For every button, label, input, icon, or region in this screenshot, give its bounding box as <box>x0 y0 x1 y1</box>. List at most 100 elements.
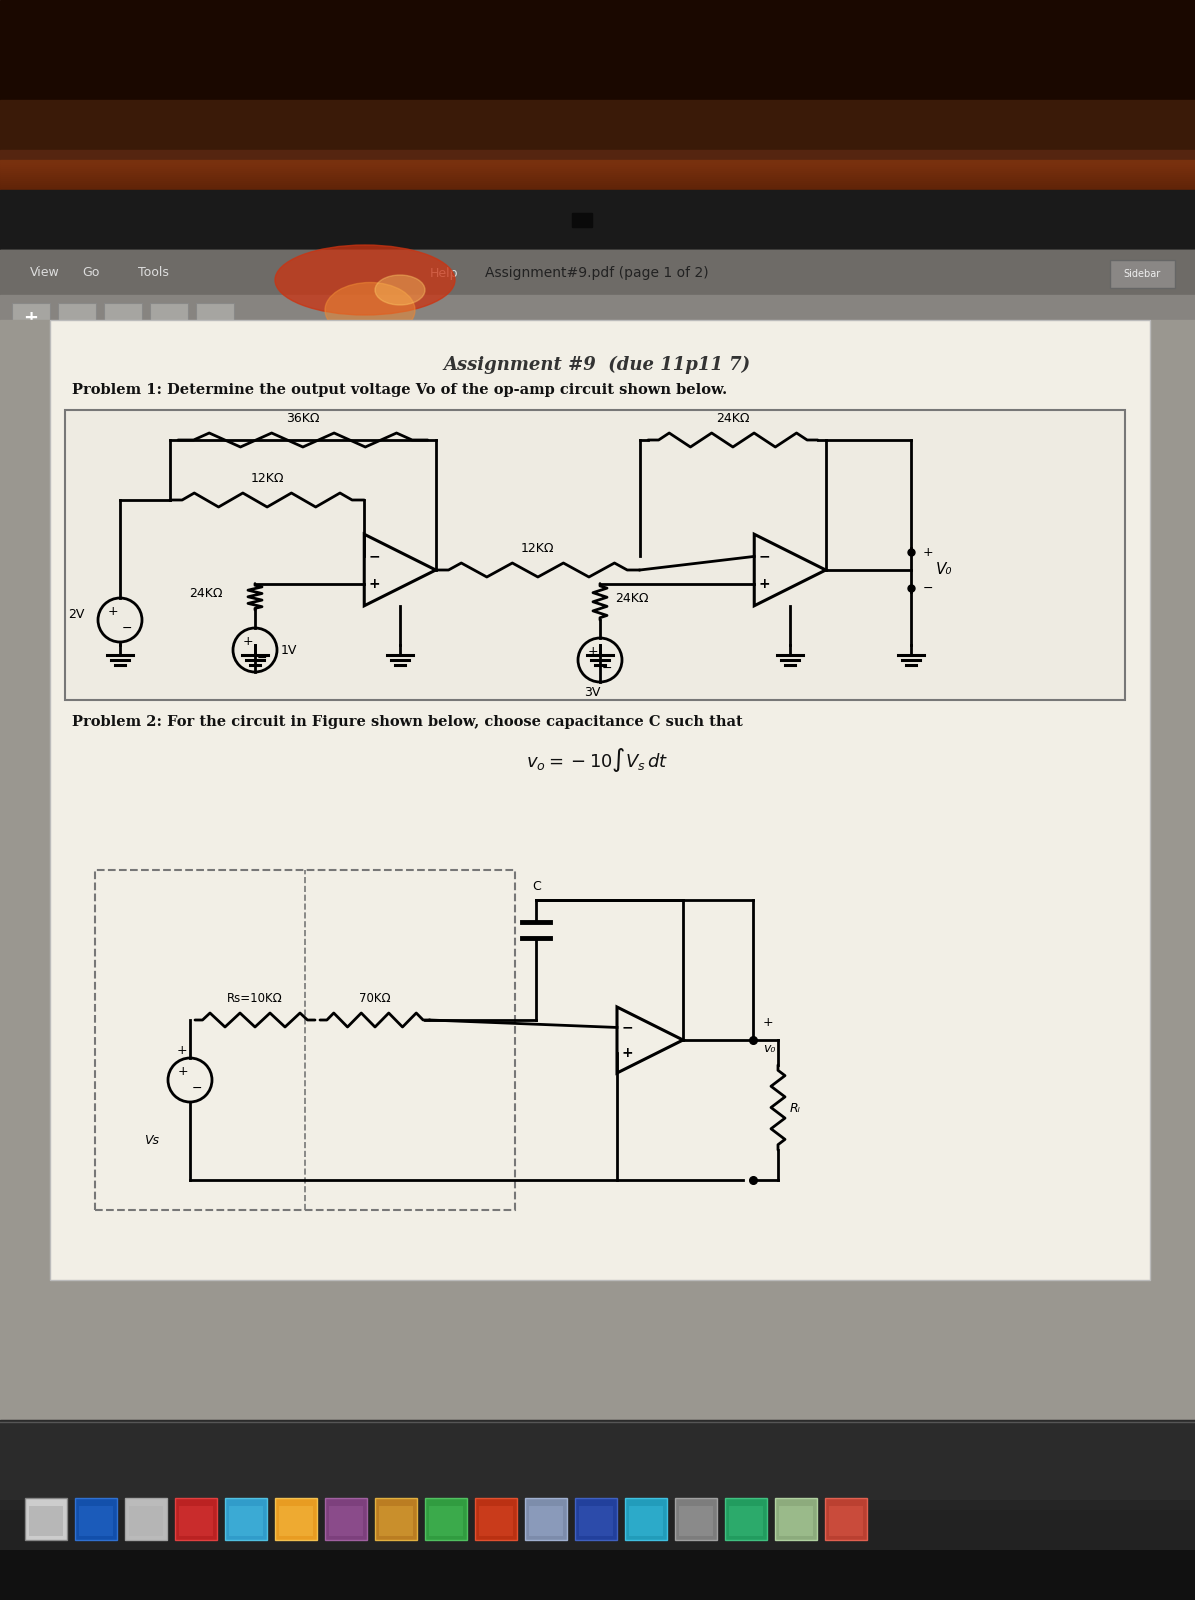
Bar <box>0 162 1195 165</box>
Bar <box>0 1280 1195 1421</box>
Text: Add: Add <box>23 339 39 347</box>
Bar <box>65 410 1124 701</box>
Bar <box>278 1506 313 1536</box>
Bar <box>225 1498 266 1539</box>
Text: Go: Go <box>82 267 99 280</box>
Bar <box>575 1498 617 1539</box>
Bar <box>0 171 1195 174</box>
Text: Problem 2: For the circuit in Figure shown below, choose capacitance C such that: Problem 2: For the circuit in Figure sho… <box>72 715 743 730</box>
Text: Assignment#9.pdf (page 1 of 2): Assignment#9.pdf (page 1 of 2) <box>485 266 709 280</box>
Bar <box>125 1498 167 1539</box>
Bar <box>429 1506 462 1536</box>
Text: +: + <box>108 605 118 618</box>
Text: Problem 1: Determine the output voltage Vo of the op-amp circuit shown below.: Problem 1: Determine the output voltage … <box>72 382 727 397</box>
Text: V₀: V₀ <box>936 563 952 578</box>
Bar <box>0 176 1195 178</box>
Bar <box>379 1506 413 1536</box>
Bar <box>0 195 1195 198</box>
Text: Help: Help <box>430 267 459 280</box>
Ellipse shape <box>325 283 415 338</box>
Bar <box>0 0 1195 110</box>
Bar <box>0 198 1195 200</box>
Text: View: View <box>30 267 60 280</box>
Text: Sidebar: Sidebar <box>1123 269 1160 278</box>
Bar <box>0 294 1195 341</box>
Bar <box>59 302 96 333</box>
Text: 24KΩ: 24KΩ <box>716 411 749 426</box>
Bar <box>425 1498 467 1539</box>
Text: 1V: 1V <box>281 643 298 656</box>
Text: −: − <box>923 581 933 595</box>
Bar <box>50 320 1150 1280</box>
Text: −: − <box>257 653 266 666</box>
Bar <box>625 1498 667 1539</box>
Text: −: − <box>601 662 612 675</box>
Text: $v_o = -10\int V_s\,dt$: $v_o = -10\int V_s\,dt$ <box>526 746 668 774</box>
Text: 12KΩ: 12KΩ <box>521 542 554 555</box>
Bar <box>79 1506 114 1536</box>
Text: +: + <box>621 1045 633 1059</box>
Bar <box>94 870 515 1210</box>
Bar <box>529 1506 563 1536</box>
Text: 36KΩ: 36KΩ <box>286 411 319 426</box>
Text: Rs=10KΩ: Rs=10KΩ <box>227 992 283 1005</box>
Text: Move: Move <box>65 339 90 347</box>
Bar <box>0 250 1195 1421</box>
Text: −: − <box>759 549 770 563</box>
Text: 24KΩ: 24KΩ <box>190 587 223 600</box>
Bar <box>0 186 1195 187</box>
Text: Rₗ: Rₗ <box>790 1101 801 1115</box>
Text: +: + <box>368 576 380 590</box>
Bar <box>29 1506 63 1536</box>
Text: Vs: Vs <box>145 1133 159 1147</box>
Text: Alert: Alert <box>112 339 134 347</box>
Bar <box>329 1506 363 1536</box>
Bar <box>779 1506 813 1536</box>
Ellipse shape <box>375 275 425 306</box>
Text: −: − <box>368 549 380 563</box>
Text: +: + <box>24 309 38 326</box>
Bar <box>0 150 1195 200</box>
Bar <box>525 1498 566 1539</box>
Text: C: C <box>532 880 541 893</box>
Bar <box>0 190 1195 192</box>
Bar <box>0 182 1195 184</box>
Bar <box>151 302 188 333</box>
Bar <box>0 1421 1195 1510</box>
Text: 70KΩ: 70KΩ <box>360 992 391 1005</box>
Text: +: + <box>178 1064 189 1078</box>
Bar <box>629 1506 663 1536</box>
Text: −: − <box>191 1082 202 1096</box>
Bar <box>474 1498 517 1539</box>
Text: 2V: 2V <box>68 608 85 621</box>
Text: v₀: v₀ <box>762 1042 776 1054</box>
Bar <box>0 160 1195 162</box>
Text: +: + <box>762 1016 773 1029</box>
Bar <box>25 1498 67 1539</box>
Bar <box>0 168 1195 170</box>
Text: 3V: 3V <box>584 685 600 699</box>
Text: +: + <box>588 645 599 658</box>
Text: Assignment #9  (due 11p11 7): Assignment #9 (due 11p11 7) <box>443 355 750 374</box>
Bar <box>375 1498 417 1539</box>
Bar <box>0 165 1195 166</box>
Bar <box>829 1506 863 1536</box>
Text: Notate: Notate <box>154 339 184 347</box>
Bar <box>0 166 1195 168</box>
Ellipse shape <box>275 245 455 315</box>
Bar <box>1110 259 1175 288</box>
Bar <box>196 302 234 333</box>
Bar <box>0 1421 1195 1600</box>
Bar <box>0 250 1195 294</box>
Bar <box>0 1501 1195 1550</box>
Bar <box>679 1506 713 1536</box>
Bar <box>179 1506 213 1536</box>
Bar <box>479 1506 513 1536</box>
Text: Tools: Tools <box>137 267 168 280</box>
Bar <box>75 1498 117 1539</box>
Bar <box>0 187 1195 190</box>
Bar <box>825 1498 868 1539</box>
Bar <box>0 174 1195 176</box>
Bar <box>729 1506 762 1536</box>
Text: +: + <box>243 635 253 648</box>
